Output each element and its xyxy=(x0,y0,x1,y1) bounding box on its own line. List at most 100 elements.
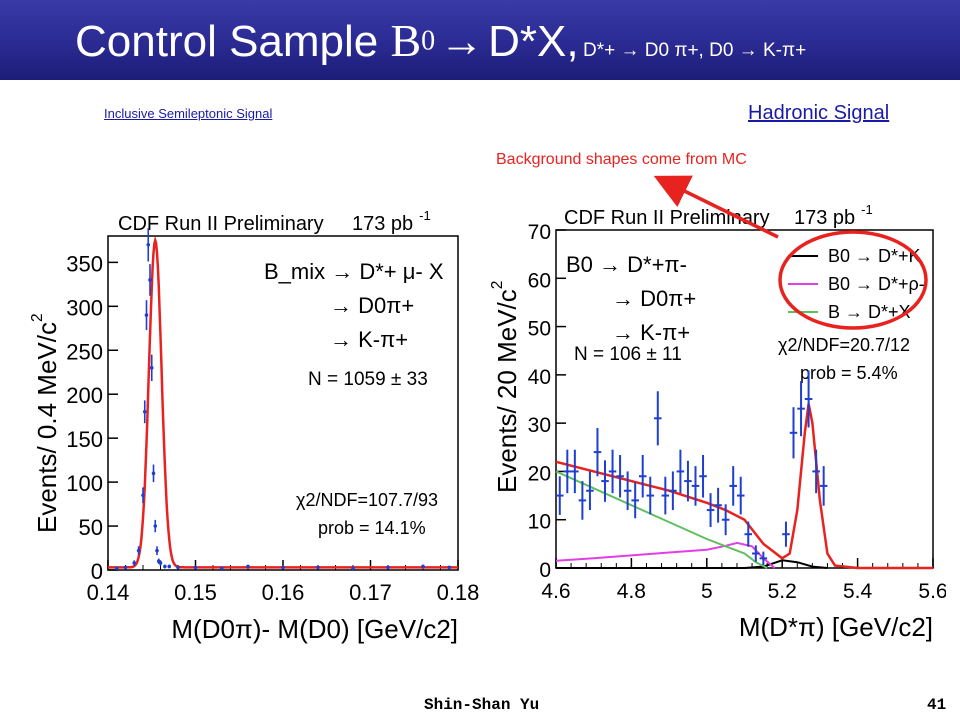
y-axis-label: Events/ 20 MeV/c2 xyxy=(489,281,522,493)
right-chart: 4.6 4.8 5 5.2 5.4 5.6 0 10 20 30 40 50 60 70 Events/ 2… xyxy=(489,202,946,642)
data-point xyxy=(386,565,390,570)
fit-probability: prob = 5.4% xyxy=(800,363,898,383)
legend-label: B → D*+X xyxy=(828,302,911,322)
chi2-ndf: χ2/NDF=107.7/93 xyxy=(296,490,438,510)
y-tick-label: 40 xyxy=(528,366,551,389)
title-b-superscript: 0 xyxy=(421,25,436,57)
annotation-arrow xyxy=(653,175,779,239)
x-tick-label: 0.15 xyxy=(174,580,217,605)
y-tick-label: 350 xyxy=(66,251,103,276)
y-tick-label: 30 xyxy=(528,414,551,437)
data-point xyxy=(142,409,147,414)
bkg-dstar-x-curve xyxy=(555,470,768,569)
y-tick-label: 20 xyxy=(528,462,551,485)
data-point xyxy=(219,566,224,571)
luminosity-exponent: -1 xyxy=(419,208,431,223)
data-point xyxy=(148,278,152,282)
legend-label: B0 → D*+ρ- xyxy=(828,274,925,294)
inclusive-semileptonic-link[interactable]: Inclusive Semileptonic Signal xyxy=(104,106,273,121)
data-point xyxy=(149,366,154,370)
data-point xyxy=(351,566,355,571)
decay-chain-line: → D0π+ xyxy=(612,286,696,311)
x-tick-label: 0.14 xyxy=(87,580,130,605)
y-axis-label-exponent: 2 xyxy=(29,313,46,322)
x-axis-label: M(D0π)- M(D0) [GeV/c2] xyxy=(171,614,458,644)
decay-chain-line: → K-π+ xyxy=(612,320,690,345)
footer-author: Shin-Shan Yu xyxy=(424,696,540,714)
title-arrow: → xyxy=(439,17,484,66)
title-decay: D*+ → D0 π+, D0 → K-π+ xyxy=(583,40,807,61)
data-point xyxy=(144,313,149,317)
title-text: Control Sample xyxy=(75,17,391,66)
y-tick-label: 50 xyxy=(528,318,551,341)
y-tick-label: 250 xyxy=(66,339,103,364)
data-point xyxy=(176,565,180,570)
title-b-symbol: B xyxy=(390,15,422,66)
chi2-ndf: χ2/NDF=20.7/12 xyxy=(778,335,910,355)
x-tick-label: 5.6 xyxy=(918,580,946,603)
decay-chain-line: B0 → D*+π- xyxy=(566,252,687,277)
x-tick-label: 5.2 xyxy=(768,580,797,603)
data-point xyxy=(158,561,163,565)
x-axis-label: M(D*π) [GeV/c2] xyxy=(739,612,933,642)
data-point xyxy=(167,564,172,569)
y-tick-label: 50 xyxy=(79,515,103,540)
data-point xyxy=(123,565,128,570)
luminosity-exponent: -1 xyxy=(861,202,873,217)
y-tick-label: 70 xyxy=(528,221,551,244)
data-point xyxy=(163,564,167,569)
data-point xyxy=(155,548,159,553)
y-axis-label: Events/ 0.4 MeV/c2 xyxy=(29,313,62,533)
data-point xyxy=(114,566,119,571)
x-tick-label: 4.6 xyxy=(541,580,570,603)
data-point xyxy=(136,548,141,553)
decay-chain-line: → K-π+ xyxy=(330,327,408,352)
data-point xyxy=(316,565,320,570)
y-tick-label: 0 xyxy=(539,559,551,582)
fit-total-curve xyxy=(555,403,933,570)
title-bar xyxy=(0,0,960,80)
data-point xyxy=(146,242,151,247)
bkg-dstar-rho-curve xyxy=(555,541,776,569)
y-tick-label: 150 xyxy=(66,427,103,452)
signal-yield: N = 1059 ± 33 xyxy=(308,369,428,390)
hadronic-signal-link[interactable]: Hadronic Signal xyxy=(748,102,890,124)
footer-page-number: 41 xyxy=(927,696,947,714)
y-tick-label: 10 xyxy=(528,511,551,534)
chart-header: CDF Run II Preliminary xyxy=(564,207,770,229)
x-tick-label: 4.8 xyxy=(617,580,646,603)
x-tick-label: 0.18 xyxy=(437,580,480,605)
x-tick-label: 5.4 xyxy=(843,580,873,603)
data-point xyxy=(132,561,137,565)
legend-label: B0 → D*+K xyxy=(828,246,921,266)
title-dstar: D*X, xyxy=(488,17,579,66)
data-point xyxy=(447,565,452,570)
data-point xyxy=(141,493,145,498)
y-tick-label: 300 xyxy=(66,295,103,320)
legend-highlight-circle xyxy=(778,230,928,330)
left-chart: 0.14 0.15 0.16 0.17 0.18 0 50 100 150 200 250 300 35… xyxy=(29,208,480,644)
background-shapes-annotation: Background shapes come from MC xyxy=(496,151,747,168)
y-tick-label: 60 xyxy=(528,269,551,292)
y-axis-label-exponent: 2 xyxy=(489,281,506,290)
data-point xyxy=(151,471,156,476)
bkg-dstar-k-curve xyxy=(556,559,828,569)
y-tick-label: 200 xyxy=(66,383,103,408)
data-point xyxy=(193,565,198,570)
x-tick-label: 0.16 xyxy=(262,580,305,605)
decay-chain-line: B_mix → D*+ μ- X xyxy=(264,259,444,284)
data-point xyxy=(281,565,285,570)
x-tick-label: 0.17 xyxy=(349,580,392,605)
signal-yield: N = 106 ± 11 xyxy=(574,344,682,365)
x-tick-label: 5 xyxy=(701,580,713,603)
slide-title: Control Sample B0 → D*X, D*+ → D0 π+, D0… xyxy=(75,14,806,67)
data-point xyxy=(153,524,158,528)
decay-chain-line: → D0π+ xyxy=(330,293,414,318)
data-point xyxy=(246,564,250,569)
y-tick-label: 100 xyxy=(66,471,103,496)
y-tick-label: 0 xyxy=(91,559,103,584)
data-point xyxy=(421,564,425,569)
chart-header: CDF Run II Preliminary xyxy=(118,213,324,235)
fit-probability: prob = 14.1% xyxy=(318,518,426,538)
